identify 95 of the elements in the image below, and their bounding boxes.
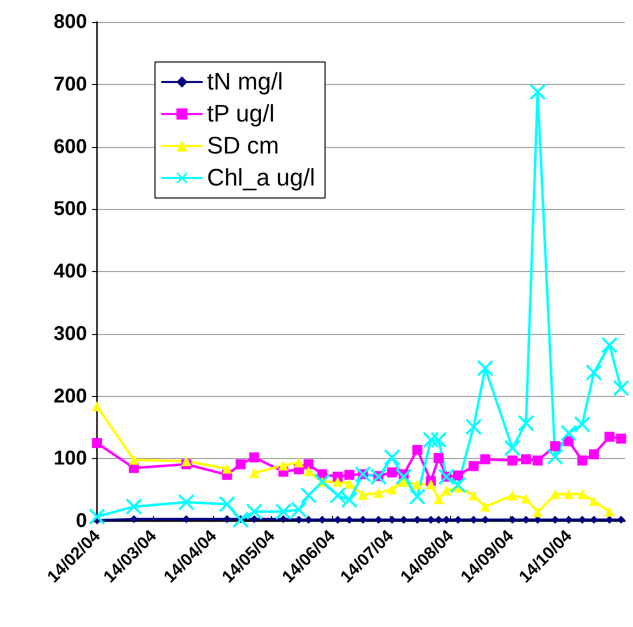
point [92, 438, 102, 448]
point [564, 489, 574, 500]
y-tick-label: 300 [54, 322, 87, 345]
point [613, 380, 630, 396]
point [128, 454, 139, 465]
point [477, 360, 494, 376]
point [547, 448, 564, 465]
point [344, 470, 354, 480]
point [586, 364, 602, 381]
point [387, 467, 398, 478]
point [332, 476, 343, 487]
point [89, 508, 105, 525]
point [236, 459, 246, 470]
point [518, 415, 534, 432]
point [577, 489, 588, 500]
point [373, 488, 384, 498]
point [453, 470, 464, 480]
point [232, 512, 249, 528]
legend-label: tP ug/l [207, 100, 275, 128]
point [601, 337, 618, 354]
point [300, 487, 317, 504]
point [314, 474, 330, 490]
point [434, 453, 444, 463]
point [341, 492, 358, 508]
point [409, 488, 426, 505]
point [178, 494, 194, 510]
y-tick-label: 500 [54, 198, 87, 220]
point [344, 478, 354, 489]
y-tick-label: 400 [54, 260, 87, 282]
point [434, 494, 444, 504]
legend-label: Chl_a ug/l [207, 164, 316, 192]
point [412, 444, 422, 455]
point [330, 487, 346, 504]
point [504, 440, 520, 456]
point [550, 441, 560, 452]
point [219, 496, 236, 512]
point [358, 490, 368, 500]
point [294, 516, 303, 524]
point [617, 516, 626, 524]
point [438, 468, 454, 485]
point [246, 504, 262, 520]
point [354, 466, 371, 482]
point [250, 515, 258, 524]
point [522, 516, 530, 524]
point [294, 457, 304, 468]
point [278, 460, 288, 470]
point [304, 466, 314, 476]
y-tick-label: 0 [76, 510, 87, 532]
point [588, 496, 599, 506]
point [426, 479, 436, 490]
point [430, 432, 447, 448]
point [532, 507, 543, 518]
point [466, 418, 482, 435]
point [249, 452, 260, 462]
y-tick-label: 600 [54, 136, 87, 158]
point [181, 456, 192, 466]
y-tick-label: 100 [54, 448, 87, 470]
point [574, 416, 590, 432]
y-tick-label: 700 [54, 73, 87, 96]
point [387, 484, 398, 494]
point [92, 401, 102, 412]
point [521, 454, 531, 464]
point [577, 455, 588, 466]
point [507, 490, 518, 500]
point [521, 494, 531, 504]
point [304, 459, 314, 470]
point [560, 425, 577, 442]
point [182, 515, 190, 524]
point [222, 464, 232, 474]
point [450, 476, 466, 493]
point [396, 468, 412, 485]
point [530, 84, 546, 100]
point [604, 432, 614, 442]
point [480, 502, 490, 512]
point [126, 498, 142, 515]
point [588, 449, 599, 460]
point [550, 489, 560, 500]
point [480, 454, 490, 464]
legend-label: SD cm [207, 132, 279, 160]
y-tick-label: 200 [54, 385, 87, 408]
point [370, 468, 386, 485]
point [275, 504, 292, 520]
legend-label: tN mg/l [207, 68, 284, 96]
point [441, 485, 452, 496]
point [384, 449, 400, 466]
point [532, 455, 543, 466]
point [412, 479, 422, 490]
point [604, 506, 614, 517]
point [290, 502, 307, 518]
point [616, 434, 626, 444]
point [249, 468, 260, 478]
point [468, 461, 479, 472]
y-tick-label: 800 [54, 11, 87, 33]
point [468, 490, 479, 500]
point [507, 455, 518, 466]
